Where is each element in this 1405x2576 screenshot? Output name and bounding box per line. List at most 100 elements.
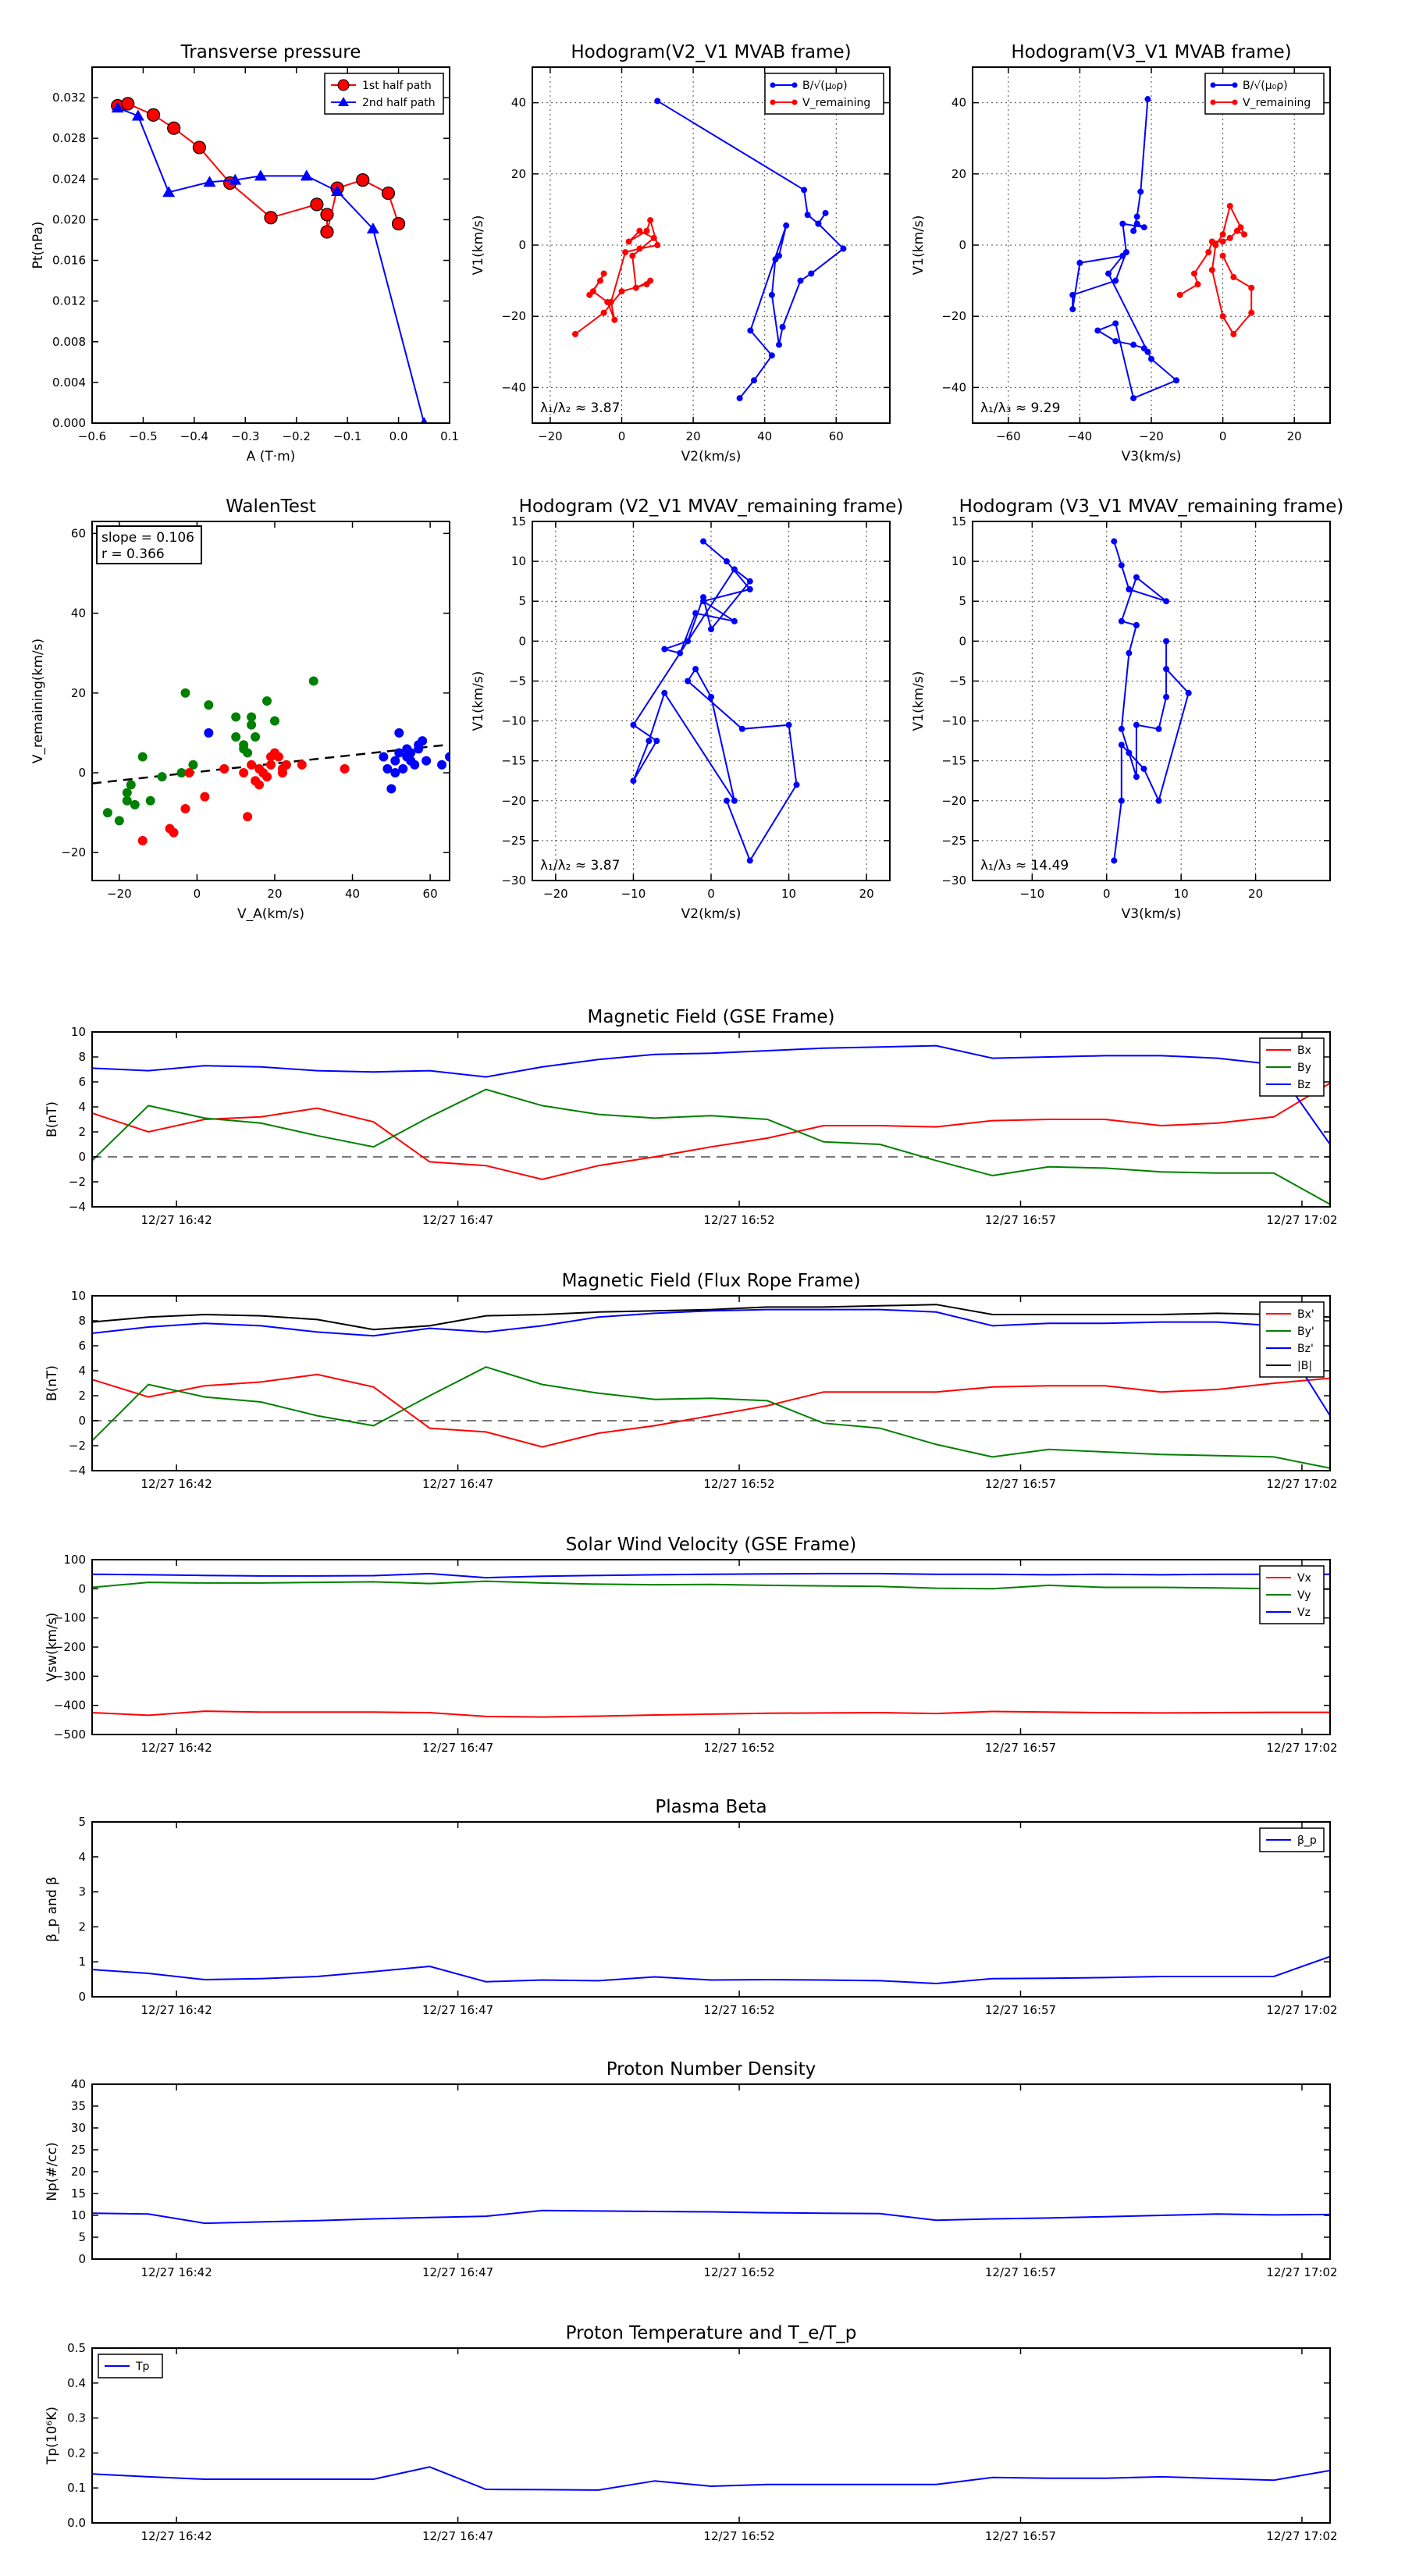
data-point: [200, 792, 210, 802]
y-tick-label: 5: [78, 1815, 86, 1829]
series-0: [92, 2209, 1330, 2225]
data-point: [685, 678, 692, 685]
data-point: [273, 752, 283, 762]
data-point: [731, 797, 738, 804]
x-tick-label: 40: [757, 429, 772, 443]
data-point: [700, 594, 707, 601]
data-point: [1118, 742, 1125, 749]
data-point: [320, 225, 334, 239]
x-tick-label: 12/27 16:57: [985, 1213, 1056, 1227]
data-point: [646, 738, 653, 745]
x-axis-label: A (T·m): [247, 449, 296, 464]
chart-title: Proton Temperature and T_e/T_p: [566, 2323, 857, 2343]
plot-frame: [91, 2347, 1331, 2524]
x-tick-label: 0: [707, 887, 715, 901]
eigenvalue-ratio-label: λ₁/λ₂ ≈ 3.87: [540, 858, 620, 873]
annotation-line: r = 0.366: [101, 546, 165, 562]
series-1: [137, 748, 350, 845]
y-tick-label: −30: [941, 873, 966, 888]
eigenvalue-ratio-label: λ₁/λ₃ ≈ 14.49: [980, 858, 1069, 873]
series-line: [92, 1308, 1330, 1417]
data-point: [356, 173, 370, 187]
y-tick-label: 5: [518, 594, 526, 608]
y-tick-label: −20: [941, 794, 966, 808]
y-tick-label: −10: [501, 714, 526, 728]
series-line: [1072, 98, 1178, 400]
data-point: [629, 252, 636, 259]
x-tick-label: 12/27 16:57: [985, 2529, 1056, 2543]
y-tick-label: 3: [78, 1885, 86, 1899]
data-point: [630, 721, 637, 728]
chart-title: Solar Wind Velocity (GSE Frame): [566, 1535, 856, 1555]
data-point: [1163, 598, 1170, 605]
data-point: [1226, 202, 1233, 209]
legend-label: By: [1297, 1062, 1311, 1074]
x-tick-label: 12/27 16:42: [141, 1477, 212, 1491]
y-tick-label: −5: [949, 674, 966, 688]
y-tick-label: −15: [941, 754, 966, 768]
x-tick-label: 12/27 16:52: [703, 1741, 774, 1755]
y-tick-label: 0.2: [67, 2446, 86, 2460]
x-tick-label: 12/27 16:42: [141, 1741, 212, 1755]
x-tick-label: 12/27 16:47: [422, 2265, 493, 2279]
y-tick-label: 0.000: [52, 416, 86, 430]
legend: Bx' By' Bz' |B|: [1259, 1301, 1325, 1378]
data-point: [571, 331, 578, 337]
legend-label: Bz': [1297, 1343, 1314, 1355]
x-tick-label: 10: [1174, 887, 1189, 901]
legend: β_p: [1259, 1827, 1325, 1852]
y-tick-label: 0.0: [67, 2516, 86, 2530]
x-tick-label: 12/27 17:02: [1266, 2265, 1337, 2279]
x-tick-label: 12/27 16:52: [703, 2265, 774, 2279]
data-point: [632, 284, 639, 291]
eigenvalue-ratio-label: λ₁/λ₂ ≈ 3.87: [540, 400, 620, 416]
legend-box: [764, 73, 884, 115]
data-point: [708, 693, 714, 700]
y-tick-label: 10: [71, 1025, 86, 1039]
series-bz-: [92, 1308, 1330, 1417]
x-tick-label: −0.3: [231, 429, 259, 443]
x-tick-label: 0: [1103, 887, 1111, 901]
data-point: [815, 220, 822, 227]
data-point: [723, 558, 730, 565]
x-tick-label: 12/27 16:57: [985, 2003, 1056, 2017]
data-point: [251, 732, 261, 742]
x-tick-label: −0.2: [282, 429, 310, 443]
x-tick-label: 12/27 16:57: [985, 1741, 1056, 1755]
x-tick-label: 12/27 17:02: [1266, 1213, 1337, 1227]
data-point: [146, 108, 161, 122]
y-tick-label: 100: [63, 1553, 86, 1567]
y-axis-label: V1(km/s): [471, 215, 486, 276]
legend: Vx Vy Vz: [1259, 1565, 1325, 1624]
data-point: [630, 777, 637, 785]
y-tick-label: −2: [69, 1175, 86, 1189]
data-point: [188, 760, 198, 770]
series-tp: [92, 2466, 1330, 2491]
data-point: [331, 184, 344, 196]
y-tick-label: 0.004: [52, 375, 86, 390]
y-tick-label: −20: [501, 309, 526, 323]
y-tick-label: 30: [71, 2121, 86, 2135]
chart-proton-temperature: 12/27 16:42 12/27 16:47 12/27 16:52 12/27 1…: [44, 2323, 1338, 2543]
data-point: [708, 626, 714, 632]
data-point: [1133, 220, 1140, 227]
chart-title: Magnetic Field (GSE Frame): [588, 1007, 835, 1027]
data-point: [262, 772, 272, 782]
data-point: [382, 763, 393, 774]
legend-label: Bx': [1297, 1308, 1314, 1321]
series-line: [117, 107, 425, 423]
chart-hodogram-v3-v1-mvab: −60 −40 −20 0 20 −40 −20 0 20 40 Hodogram(V3_V1 MV…: [911, 42, 1331, 464]
x-tick-label: 12/27 16:42: [141, 2003, 212, 2017]
data-point: [600, 270, 607, 277]
y-tick-label: −2: [69, 1439, 86, 1453]
y-tick-label: 2: [78, 1920, 86, 1934]
y-tick-label: 0.016: [52, 254, 86, 268]
data-point: [785, 721, 792, 728]
chart-solar-wind-velocity: 12/27 16:42 12/27 16:47 12/27 16:52 12/27 1…: [44, 1535, 1338, 1755]
data-point: [783, 222, 790, 229]
data-point: [1212, 242, 1219, 248]
y-tick-label: 0: [78, 1414, 86, 1428]
data-point: [1133, 774, 1140, 781]
x-tick-label: 12/27 17:02: [1266, 2529, 1337, 2543]
data-point: [398, 763, 408, 774]
